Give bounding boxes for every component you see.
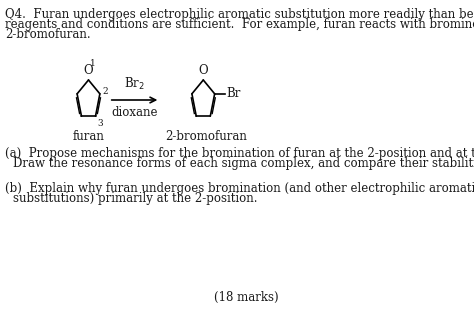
Text: Draw the resonance forms of each sigma complex, and compare their stabilities.: Draw the resonance forms of each sigma c…: [13, 157, 474, 170]
Text: 1: 1: [90, 59, 95, 68]
Text: Br: Br: [226, 87, 240, 100]
Text: O: O: [199, 64, 208, 77]
Text: Q4.  Furan undergoes electrophilic aromatic substitution more readily than benze: Q4. Furan undergoes electrophilic aromat…: [5, 8, 474, 21]
Text: 2-bromofuran: 2-bromofuran: [165, 130, 247, 143]
Text: dioxane: dioxane: [111, 106, 158, 119]
Text: Br$_2$: Br$_2$: [124, 76, 145, 92]
Text: 2-bromofuran.: 2-bromofuran.: [5, 28, 91, 41]
Text: (b)  Explain why furan undergoes bromination (and other electrophilic aromatic: (b) Explain why furan undergoes brominat…: [5, 182, 474, 195]
Text: substitutions) primarily at the 2-position.: substitutions) primarily at the 2-positi…: [13, 192, 258, 205]
Text: furan: furan: [73, 130, 104, 143]
Text: O: O: [84, 64, 93, 77]
Text: reagents and conditions are sufficient.  For example, furan reacts with bromine : reagents and conditions are sufficient. …: [5, 18, 474, 31]
Text: (a)  Propose mechanisms for the bromination of furan at the 2-position and at th: (a) Propose mechanisms for the brominati…: [5, 147, 474, 160]
Text: 3: 3: [97, 119, 103, 128]
Text: (18 marks): (18 marks): [214, 291, 279, 304]
Text: 2: 2: [102, 87, 108, 96]
